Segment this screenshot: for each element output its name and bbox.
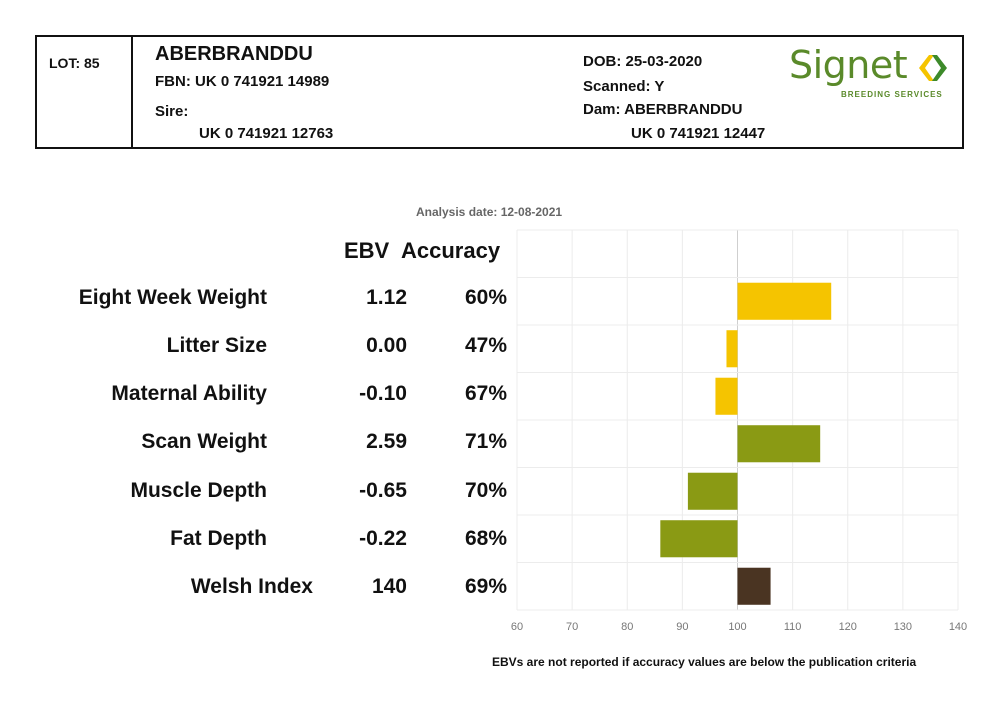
ebv-value: -0.65	[359, 479, 407, 502]
x-tick-label: 80	[621, 621, 633, 633]
scanned-status: Scanned: Y	[583, 78, 665, 95]
bar-fat-depth	[660, 520, 738, 558]
chevron-logo-icon	[919, 55, 947, 81]
accuracy-value: 47%	[464, 334, 507, 357]
ebv-value: -0.22	[359, 527, 407, 550]
trait-label: Welsh Index	[190, 575, 313, 598]
animal-name: ABERBRANDDU	[155, 43, 313, 65]
lot-cell: LOT: 85	[37, 37, 133, 147]
x-tick-label: 100	[728, 621, 746, 633]
lot-number: LOT: 85	[49, 55, 100, 71]
x-tick-label: 130	[894, 621, 912, 633]
analysis-date: Analysis date: 12-08-2021	[416, 205, 563, 219]
x-tick-label: 110	[784, 621, 802, 633]
accuracy-value: 68%	[464, 527, 507, 550]
bar-scan-weight	[737, 425, 821, 463]
sire-id: UK 0 741921 12763	[199, 125, 334, 142]
ebv-column-header: EBV	[344, 238, 390, 263]
fbn-id: FBN: UK 0 741921 14989	[155, 73, 330, 90]
x-tick-label: 70	[566, 621, 578, 633]
ebv-value: 0.00	[366, 334, 407, 357]
ebv-value: 1.12	[366, 286, 407, 309]
lot-header-box: LOT: 85 ABERBRANDDU FBN: UK 0 741921 149…	[35, 35, 964, 149]
sire-label: Sire:	[155, 103, 189, 120]
bar-litter-size	[726, 330, 738, 368]
bar-welsh-index	[737, 567, 771, 605]
accuracy-value: 70%	[464, 479, 507, 502]
bar-eight-week-weight	[737, 282, 832, 320]
signet-logo: Signet BREEDING SERVICES	[789, 43, 949, 103]
dam-id: UK 0 741921 12447	[631, 125, 766, 142]
ebv-value: 2.59	[366, 430, 407, 453]
bar-muscle-depth	[687, 472, 738, 510]
accuracy-value: 67%	[464, 382, 507, 405]
logo-subtitle: BREEDING SERVICES	[841, 90, 943, 99]
trait-label: Eight Week Weight	[78, 286, 267, 309]
ebv-value: 140	[371, 575, 407, 598]
trait-label: Scan Weight	[141, 430, 267, 453]
publication-footnote: EBVs are not reported if accuracy values…	[492, 655, 917, 669]
x-tick-label: 60	[511, 621, 523, 633]
trait-label: Maternal Ability	[111, 382, 267, 405]
accuracy-column-header: Accuracy	[401, 238, 501, 263]
trait-label: Muscle Depth	[130, 479, 267, 502]
bar-maternal-ability	[715, 377, 738, 415]
ebv-value: -0.10	[359, 382, 407, 405]
accuracy-value: 71%	[464, 430, 507, 453]
x-tick-label: 140	[949, 621, 967, 633]
trait-label: Fat Depth	[170, 527, 267, 550]
x-tick-label: 90	[676, 621, 688, 633]
accuracy-value: 69%	[464, 575, 507, 598]
trait-label: Litter Size	[166, 334, 267, 357]
logo-wordmark: Signet	[789, 43, 908, 87]
x-tick-label: 120	[839, 621, 857, 633]
accuracy-value: 60%	[464, 286, 507, 309]
date-of-birth: DOB: 25-03-2020	[583, 53, 703, 70]
dam-name: Dam: ABERBRANDDU	[583, 101, 743, 118]
